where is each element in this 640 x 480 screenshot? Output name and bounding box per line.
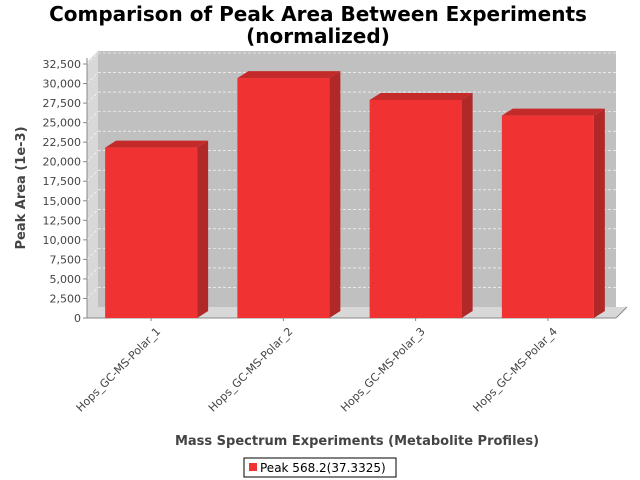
bar-side	[197, 140, 209, 318]
y-axis: 0 2,500 5,000 7,500 10,000 12,500 15,000 17,500…	[43, 58, 88, 325]
y-tick-label: 30,000	[43, 78, 82, 91]
bar-side	[593, 108, 605, 318]
plot-left-wall	[87, 51, 98, 318]
legend-box	[243, 457, 397, 478]
y-tick-label: 25,000	[43, 117, 82, 130]
legend-swatch	[249, 463, 257, 471]
bar-top	[237, 71, 341, 79]
y-tick-label: 10,000	[43, 234, 82, 247]
bar-front	[237, 78, 330, 319]
plot-floor	[87, 307, 627, 318]
x-tick-label: Hops_GC-MS-Polar_4	[470, 325, 560, 415]
bar-side	[329, 71, 341, 319]
gridline-side	[86, 72, 99, 84]
y-tick-label: 32,500	[43, 58, 82, 71]
bar	[105, 140, 209, 318]
x-tick-label: Hops_GC-MS-Polar_1	[74, 325, 164, 415]
bar-top	[369, 92, 473, 100]
y-tick-label: 15,000	[43, 195, 82, 208]
gridline-side	[86, 267, 99, 280]
bar-side	[461, 92, 473, 318]
floor-edge	[615, 306, 628, 319]
y-tick-label: 22,500	[43, 136, 82, 149]
bar	[501, 108, 605, 318]
gridline-side	[86, 248, 99, 260]
bars	[105, 71, 605, 319]
x-tick-label: Hops_GC-MS-Polar_2	[206, 325, 296, 415]
y-tick-label: 27,500	[43, 97, 82, 110]
bar-top	[501, 108, 605, 116]
legend-entry-label: Peak 568.2(37.3325)	[260, 461, 386, 475]
bar	[369, 92, 473, 318]
x-tick-label: Hops_GC-MS-Polar_3	[338, 325, 428, 415]
y-tick-label: 17,500	[43, 175, 82, 188]
y-tick-label: 5,000	[50, 273, 82, 286]
x-axis-label: Mass Spectrum Experiments (Metabolite Pr…	[175, 434, 539, 449]
bar-front	[501, 115, 594, 318]
gridline-side	[86, 111, 99, 123]
y-tick-label: 0	[74, 312, 81, 325]
legend: Peak 568.2(37.3325)	[243, 457, 397, 478]
gridline-side	[86, 170, 99, 182]
chart-title: Comparison of Peak Area Between Experime…	[49, 2, 587, 26]
bar	[237, 71, 341, 319]
gridline-side	[86, 150, 99, 162]
bar-front	[105, 147, 198, 318]
x-axis: Hops_GC-MS-Polar_1 Hops_GC-MS-Polar_2 Hops…	[74, 318, 560, 414]
bar-front	[369, 99, 462, 318]
y-tick-label: 12,500	[43, 214, 82, 227]
y-tick-label: 7,500	[50, 253, 82, 266]
gridline-side	[86, 287, 99, 299]
gridline-side	[86, 130, 99, 143]
gridline-side	[86, 52, 99, 65]
gridline-side	[86, 189, 99, 201]
gridline-side	[86, 228, 99, 241]
bar-top	[105, 140, 209, 148]
chart-title-line2: (normalized)	[246, 24, 390, 48]
y-tick-label: 2,500	[50, 292, 82, 305]
y-axis-label: Peak Area (1e-3)	[14, 126, 29, 249]
gridline-side	[86, 91, 99, 104]
y-tick-label: 20,000	[43, 156, 82, 169]
gridline-side	[86, 209, 99, 221]
